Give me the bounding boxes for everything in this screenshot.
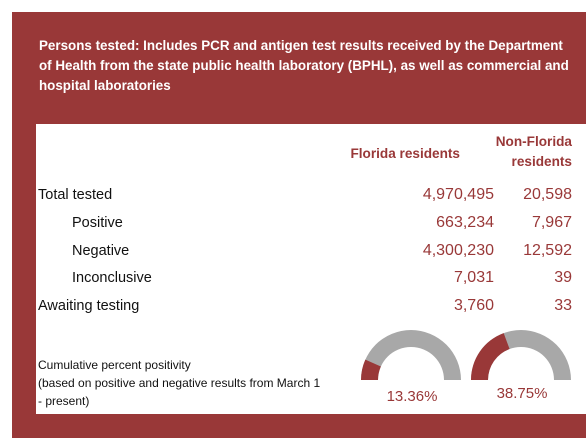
gauge-fill bbox=[361, 359, 381, 380]
table-row: Total tested 4,970,495 20,598 bbox=[36, 184, 586, 208]
nonflorida-value: 7,967 bbox=[531, 214, 572, 231]
table-row: Inconclusive 7,031 39 bbox=[36, 267, 586, 291]
table-row: Awaiting testing 3,760 33 bbox=[36, 295, 586, 319]
column-header-nonflorida-line2: residents bbox=[511, 154, 572, 169]
positivity-note-line2: (based on positive and negative results … bbox=[38, 376, 321, 390]
nonflorida-value: 33 bbox=[554, 297, 572, 314]
florida-positivity-gauge bbox=[361, 330, 461, 380]
florida-value: 7,031 bbox=[453, 269, 494, 286]
row-label: Inconclusive bbox=[72, 270, 152, 286]
section-header: Persons tested: Includes PCR and antigen… bbox=[39, 38, 569, 93]
column-header-nonflorida: Non-Florida residents bbox=[496, 132, 572, 172]
florida-value: 4,970,495 bbox=[422, 186, 494, 203]
table-row: Negative 4,300,230 12,592 bbox=[36, 240, 586, 264]
gauge-fill bbox=[471, 333, 510, 380]
nonflorida-positivity-gauge bbox=[471, 330, 571, 380]
nonflorida-positivity-value: 38.75% bbox=[496, 385, 548, 402]
row-label: Awaiting testing bbox=[38, 298, 140, 314]
nonflorida-value: 20,598 bbox=[523, 186, 572, 203]
positivity-note-line3: - present) bbox=[38, 394, 90, 408]
testing-table-panel: Florida residents Non-Florida residents … bbox=[36, 124, 586, 414]
positivity-note-line1: Cumulative percent positivity bbox=[38, 358, 191, 372]
column-header-florida: Florida residents bbox=[350, 146, 460, 161]
florida-value: 663,234 bbox=[436, 214, 494, 231]
row-label: Negative bbox=[72, 243, 130, 259]
table-row: Positive 663,234 7,967 bbox=[36, 212, 586, 236]
nonflorida-value: 39 bbox=[554, 269, 572, 286]
positivity-note: Cumulative percent positivity (based on … bbox=[38, 356, 358, 410]
row-label: Positive bbox=[72, 215, 123, 231]
florida-value: 4,300,230 bbox=[422, 242, 494, 259]
column-header-nonflorida-line1: Non-Florida bbox=[495, 134, 572, 149]
row-label: Total tested bbox=[38, 187, 113, 203]
florida-positivity-value: 13.36% bbox=[386, 388, 438, 405]
florida-value: 3,760 bbox=[453, 297, 494, 314]
gauge-track bbox=[361, 330, 461, 380]
nonflorida-value: 12,592 bbox=[523, 242, 572, 259]
